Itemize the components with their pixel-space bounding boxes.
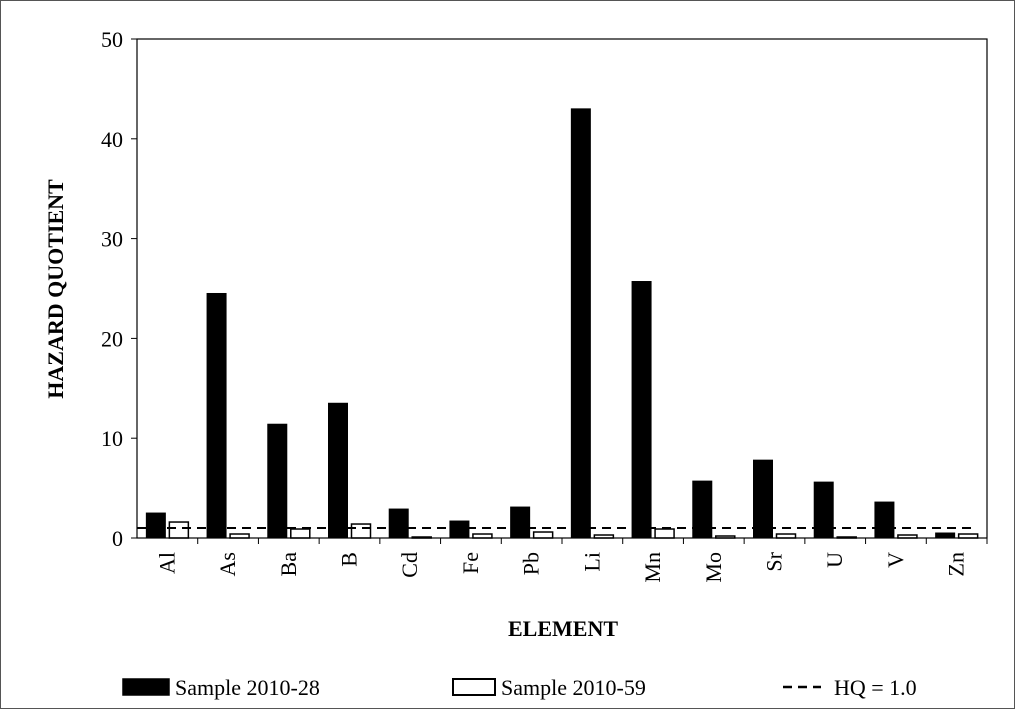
- y-tick-label-0: 0: [112, 526, 123, 551]
- bar-sample-2010-28-mn: [631, 281, 652, 539]
- legend-swatch-sample-2010-28: [122, 678, 170, 696]
- bar-sample-2010-28-sr: [753, 459, 773, 539]
- bar-sample-2010-28-al: [145, 512, 166, 539]
- x-tick-label-ba: Ba: [276, 552, 301, 577]
- x-axis-title: ELEMENT: [508, 616, 618, 641]
- plot-border: [136, 38, 988, 539]
- bar-sample-2010-59-mn: [654, 528, 675, 539]
- x-tick-label-al: Al: [154, 552, 179, 574]
- x-tick-label-mo: Mo: [701, 552, 726, 583]
- bar-sample-2010-59-ba: [290, 528, 311, 539]
- bar-sample-2010-28-v: [874, 501, 895, 539]
- x-tick-label-sr: Sr: [762, 551, 787, 571]
- bar-sample-2010-59-pb: [532, 531, 554, 539]
- x-tick-label-pb: Pb: [519, 552, 544, 575]
- bar-sample-2010-28-cd: [388, 508, 409, 539]
- bar-sample-2010-28-fe: [449, 520, 470, 539]
- bar-sample-2010-28-li: [570, 108, 591, 539]
- bar-sample-2010-28-as: [206, 292, 227, 539]
- bar-sample-2010-59-b: [350, 523, 372, 539]
- x-tick-label-fe: Fe: [458, 552, 483, 574]
- bar-sample-2010-28-ba: [267, 423, 288, 539]
- y-tick-label-10: 10: [101, 426, 123, 451]
- x-tick-label-as: As: [215, 552, 240, 576]
- legend: Sample 2010-28 Sample 2010-59 HQ = 1.0: [122, 675, 917, 700]
- bar-sample-2010-28-u: [813, 481, 834, 539]
- y-tick-labels: 0 10 20 30 40 50: [101, 27, 137, 551]
- legend-label-sample-2010-28: Sample 2010-28: [175, 675, 320, 700]
- y-tick-label-20: 20: [101, 326, 123, 351]
- x-tick-label-u: U: [822, 552, 847, 568]
- y-tick-label-50: 50: [101, 27, 123, 52]
- x-tick-label-v: V: [883, 552, 908, 568]
- x-tick-label-b: B: [337, 552, 362, 567]
- x-tick-label-li: Li: [579, 552, 604, 572]
- y-axis-title: HAZARD QUOTIENT: [43, 179, 68, 399]
- plot-area: [136, 38, 988, 544]
- y-tick-label-30: 30: [101, 227, 123, 252]
- x-tick-label-mn: Mn: [640, 552, 665, 583]
- bar-sample-2010-28-mo: [692, 480, 713, 539]
- bar-sample-2010-28-b: [328, 402, 348, 539]
- x-tick-label-zn: Zn: [944, 552, 969, 576]
- bar-sample-2010-28-zn: [935, 532, 956, 539]
- legend-label-hq-line: HQ = 1.0: [834, 675, 917, 700]
- bar-sample-2010-59-al: [168, 521, 190, 539]
- bar-sample-2010-28-pb: [510, 506, 531, 539]
- y-tick-label-40: 40: [101, 127, 123, 152]
- x-tick-labels: Al As Ba B Cd Fe Pb Li Mn Mo Sr U V Zn: [154, 551, 968, 582]
- legend-label-sample-2010-59: Sample 2010-59: [501, 675, 646, 700]
- x-tick-label-cd: Cd: [397, 552, 422, 578]
- legend-swatch-sample-2010-59: [452, 678, 496, 696]
